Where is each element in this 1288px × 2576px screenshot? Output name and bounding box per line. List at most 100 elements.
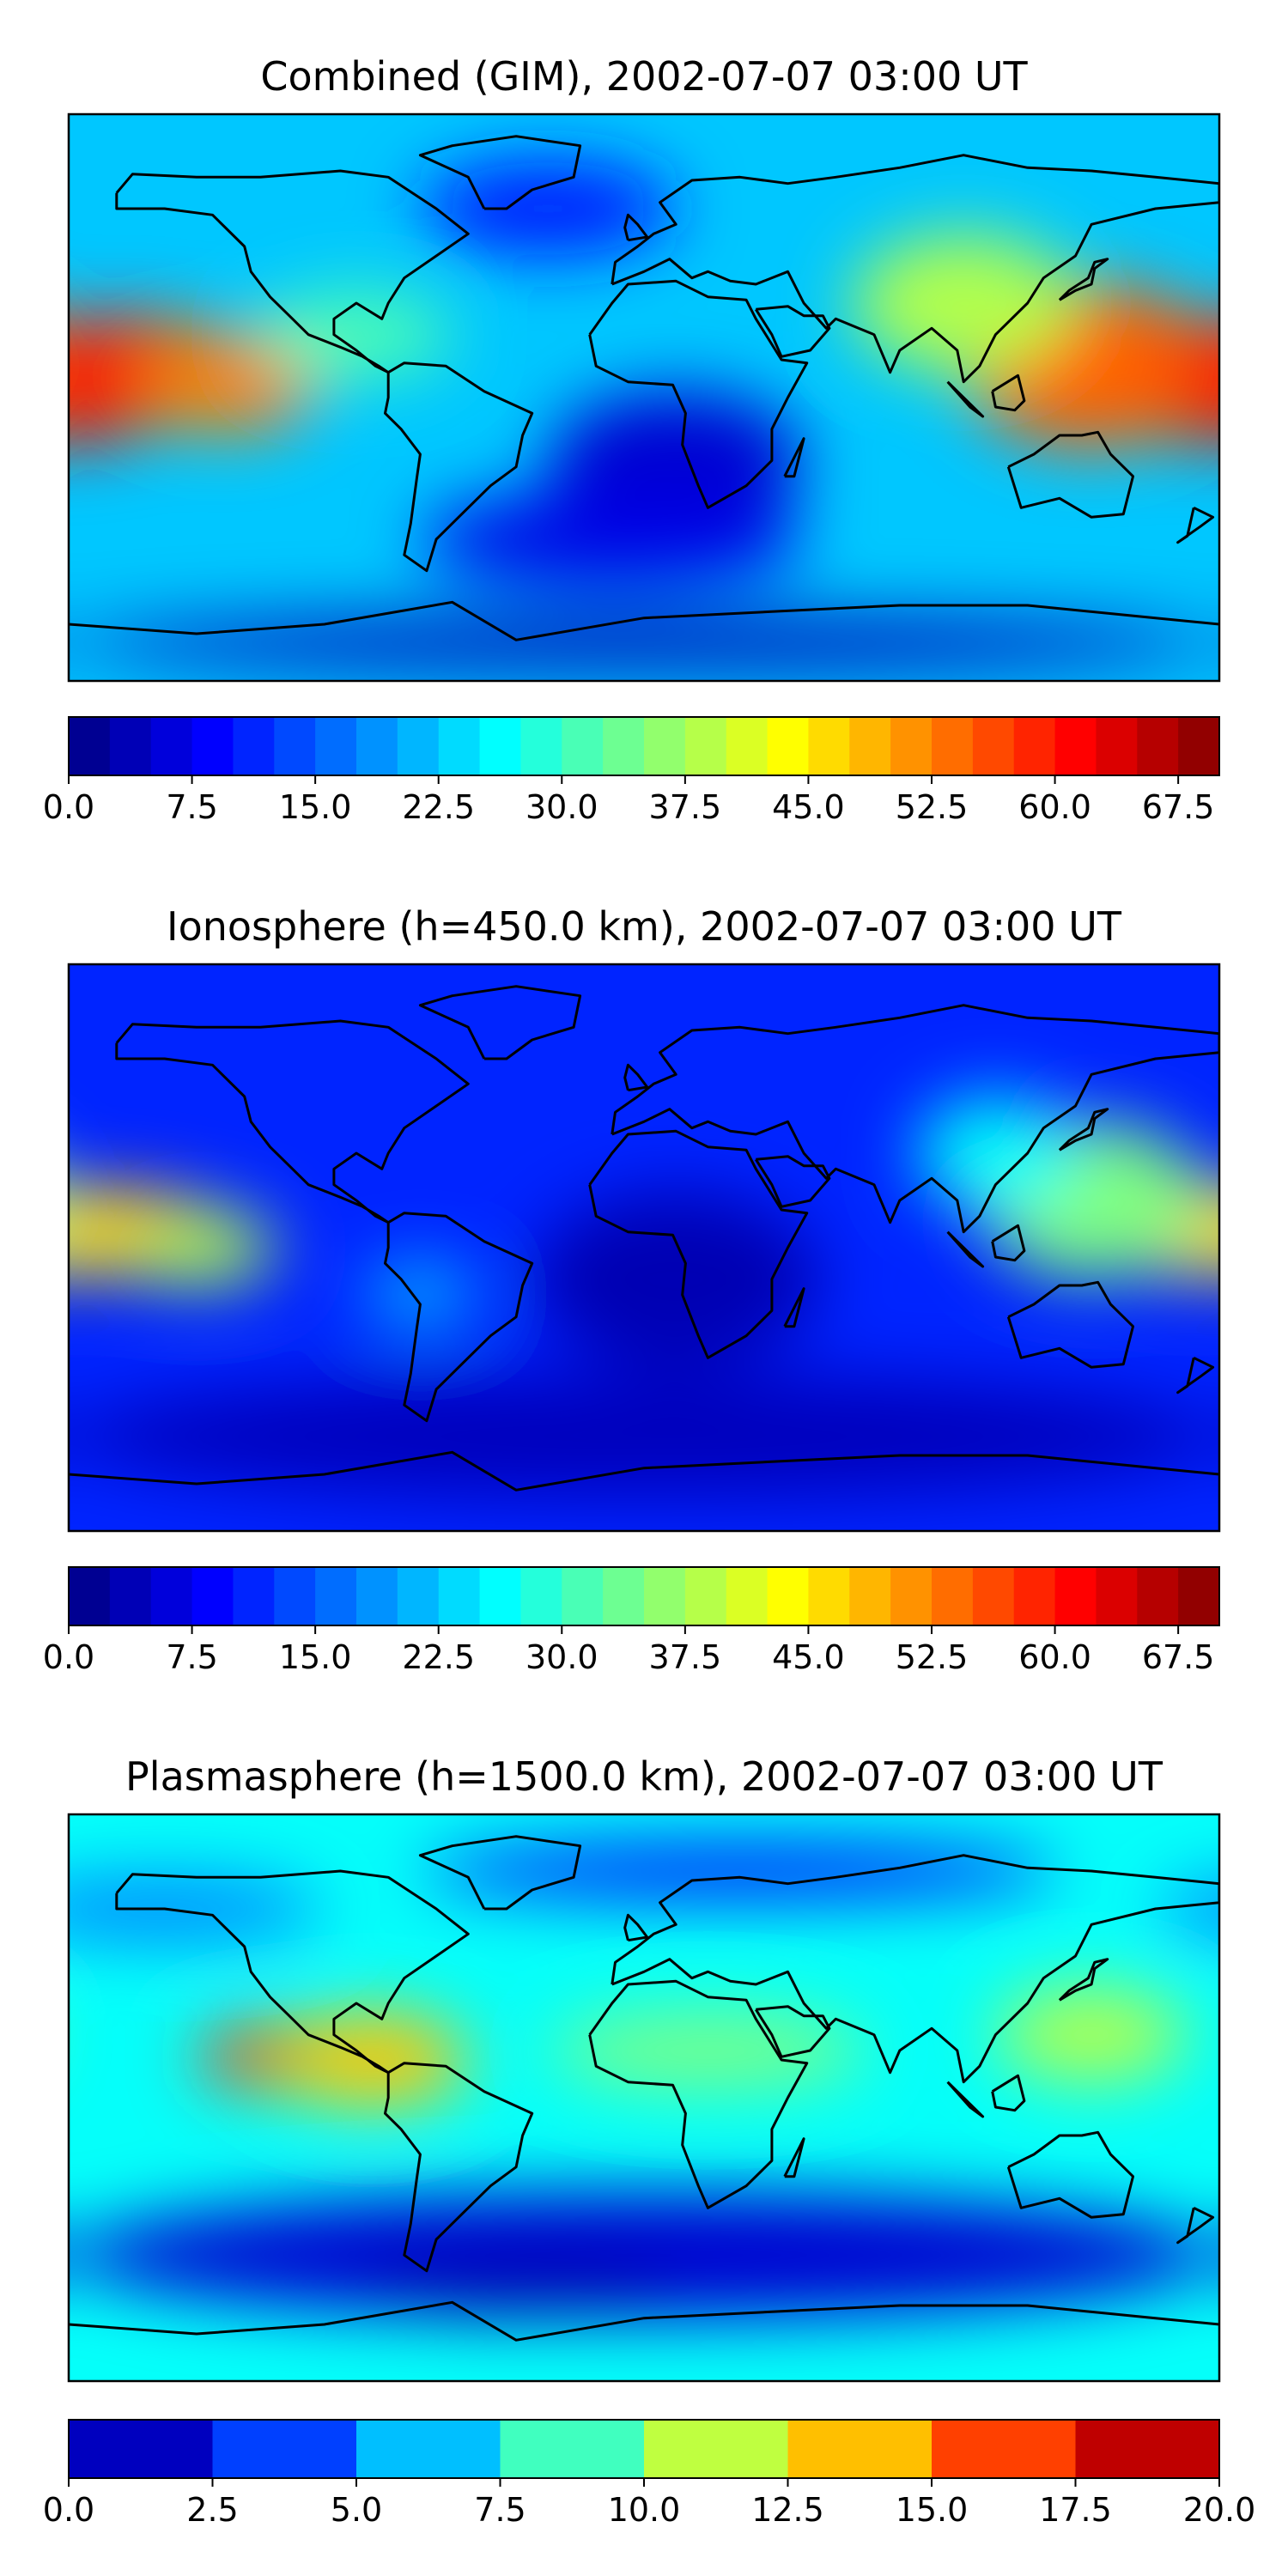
colorbar-segment xyxy=(191,1567,234,1625)
colorbar-segment xyxy=(315,717,357,775)
colorbar-segment xyxy=(562,1567,604,1625)
heat-blob xyxy=(138,331,319,433)
colorbar-tick-label: 17.5 xyxy=(1039,2491,1112,2529)
colorbar-segment xyxy=(1178,1567,1220,1625)
colorbar-tick-label: 0.0 xyxy=(43,2491,94,2529)
colorbar-segment xyxy=(1178,717,1220,775)
coastline xyxy=(1058,1958,1109,2002)
coastline xyxy=(783,2137,805,2178)
colorbar-tick-label: 7.5 xyxy=(166,788,217,826)
heat-blob xyxy=(362,1263,478,1327)
coastline xyxy=(611,154,1219,384)
colorbar-segment xyxy=(972,717,1015,775)
heat-field xyxy=(69,1845,1288,2318)
coastline xyxy=(946,1230,985,1268)
colorbar-tick-label: 22.5 xyxy=(402,1638,475,1676)
colorbar-frame xyxy=(68,716,1220,776)
coastline xyxy=(1176,2206,1215,2245)
heat-blob xyxy=(1219,2192,1288,2318)
heat-blob xyxy=(420,492,805,586)
coastline xyxy=(69,1450,1219,1492)
colorbar-segment xyxy=(767,1567,810,1625)
colorbar-tick-label: 37.5 xyxy=(649,1638,722,1676)
colorbar-segment xyxy=(1013,1567,1056,1625)
heat-blob xyxy=(0,1121,52,1279)
colorbar-segment xyxy=(932,717,974,775)
colorbar-tick-label: 20.0 xyxy=(1183,2491,1256,2529)
heat-blob xyxy=(1171,325,1219,419)
colorbar-segment xyxy=(890,717,933,775)
heat-blob xyxy=(0,1374,69,1500)
colorbar-segment xyxy=(1096,1567,1138,1625)
heat-blob xyxy=(1219,1374,1288,1500)
coastline xyxy=(588,279,809,509)
colorbar-tick-label: 67.5 xyxy=(1142,788,1215,826)
coastline xyxy=(418,1835,582,1911)
coastline xyxy=(783,437,805,478)
colorbar-tick-label: 15.0 xyxy=(896,2491,969,2529)
colorbar-segment xyxy=(520,717,562,775)
colorbar-segment xyxy=(849,717,891,775)
coastline xyxy=(755,305,831,358)
colorbar-segment xyxy=(849,1567,891,1625)
heat-blob xyxy=(116,1210,276,1285)
colorbar-segment xyxy=(315,1567,357,1625)
colorbar-frame xyxy=(68,1566,1220,1626)
heat-blob xyxy=(355,2255,677,2318)
map-frame xyxy=(67,112,1221,683)
colorbar-tick-label: 30.0 xyxy=(526,788,598,826)
map-frame xyxy=(67,963,1221,1533)
colorbar-segment xyxy=(69,717,111,775)
colorbar-segment xyxy=(479,717,522,775)
colorbar-tick-label: 60.0 xyxy=(1018,788,1091,826)
colorbar-segment xyxy=(684,717,727,775)
colorbar-segment xyxy=(438,1567,481,1625)
colorbar-segment xyxy=(356,2420,501,2478)
combined-gim-panel: Combined (GIM), 2002-07-07 03:00 UT 0.0 7… xyxy=(0,53,1288,826)
coastline xyxy=(1058,258,1109,301)
colorbar-segment xyxy=(808,717,850,775)
coastline xyxy=(991,2074,1026,2112)
heatmap-map xyxy=(0,963,1288,1533)
colorbar-segment xyxy=(397,1567,440,1625)
colorbar-segment xyxy=(69,2420,214,2478)
coastline xyxy=(611,1854,1219,2084)
colorbar-tick-label: 7.5 xyxy=(474,2491,526,2529)
coastlines xyxy=(69,1835,1219,2342)
colorbar-segment xyxy=(397,717,440,775)
coastline xyxy=(755,1155,831,1208)
panel-title: Plasmasphere (h=1500.0 km), 2002-07-07 0… xyxy=(125,1753,1163,1800)
colorbar-segment xyxy=(890,1567,933,1625)
coastline xyxy=(991,374,1026,412)
coastline xyxy=(384,361,534,573)
colorbar-tick-label: 52.5 xyxy=(896,1638,969,1676)
colorbar-tick-label: 0.0 xyxy=(43,788,94,826)
colorbar-tick-label: 60.0 xyxy=(1018,1638,1091,1676)
colorbar-segment xyxy=(1137,717,1179,775)
coastline xyxy=(384,2062,534,2273)
colorbar-tick-label: 15.0 xyxy=(279,1638,352,1676)
heat-blob xyxy=(0,618,69,669)
heat-blob xyxy=(915,1097,1076,1210)
heat-blob xyxy=(1219,618,1288,669)
colorbar-tick-label: 22.5 xyxy=(402,788,475,826)
colorbar-segment xyxy=(69,1567,111,1625)
panel-title: Combined (GIM), 2002-07-07 03:00 UT xyxy=(260,53,1028,100)
coastline xyxy=(623,1913,649,1942)
colorbar-segment xyxy=(726,717,769,775)
colorbar-tick-label: 45.0 xyxy=(772,788,845,826)
coastline xyxy=(115,1019,470,1224)
colorbar-tick-label: 15.0 xyxy=(279,788,352,826)
panel-title: Ionosphere (h=450.0 km), 2002-07-07 03:0… xyxy=(167,903,1122,950)
colorbar-segment xyxy=(520,1567,562,1625)
colorbar-segment xyxy=(932,1567,974,1625)
heat-blob xyxy=(69,617,1219,669)
colorbar-tick-label: 0.0 xyxy=(43,1638,94,1676)
colorbar-segment xyxy=(808,1567,850,1625)
heat-blob xyxy=(548,2013,868,2088)
heat-blob xyxy=(69,1188,149,1276)
map-frame xyxy=(67,1813,1221,2383)
heat-field xyxy=(0,161,1288,669)
coastline xyxy=(611,1004,1219,1234)
heat-blob xyxy=(1267,1210,1288,1285)
